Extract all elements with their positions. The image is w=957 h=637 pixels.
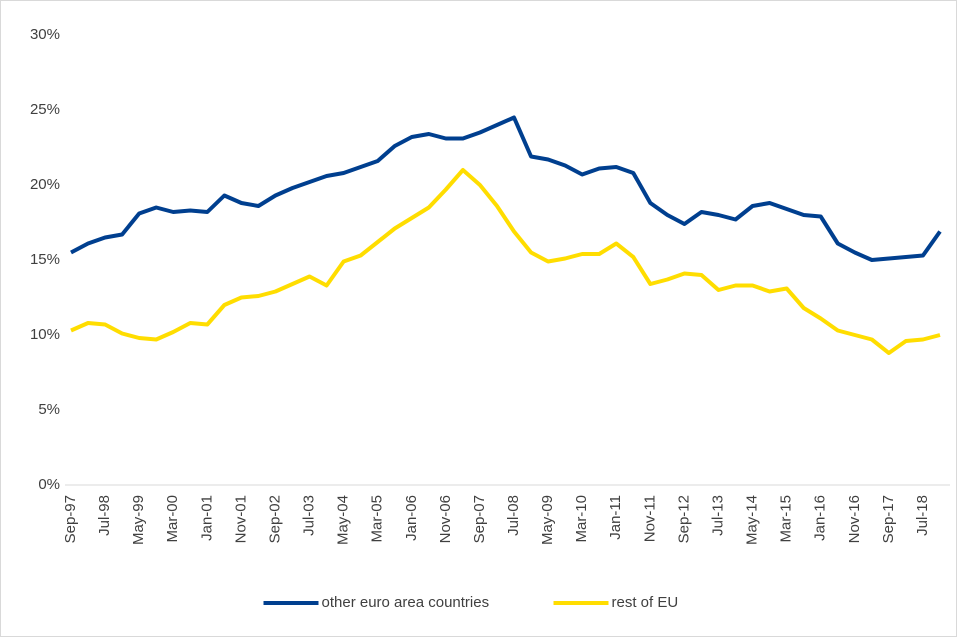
x-tick-label: Mar-10 — [573, 495, 590, 543]
y-tick-label: 25% — [30, 101, 60, 118]
x-tick-label: Sep-02 — [266, 495, 283, 543]
x-tick-label: Sep-12 — [675, 495, 692, 543]
y-tick-label: 0% — [38, 476, 60, 493]
x-tick-label: Mar-15 — [778, 495, 795, 543]
x-tick-label: Jul-18 — [914, 495, 931, 536]
x-tick-label: Nov-06 — [437, 495, 454, 543]
series-line — [70, 168, 941, 355]
x-tick-label: May-14 — [744, 495, 761, 545]
y-tick-label: 10% — [30, 326, 60, 343]
x-tick-label: Jan-01 — [198, 495, 215, 541]
x-tick-label: May-04 — [335, 495, 352, 545]
legend-label: other euro area countries — [322, 594, 490, 611]
x-tick-label: Jan-06 — [403, 495, 420, 541]
x-tick-label: May-99 — [130, 495, 147, 545]
x-tick-label: Mar-00 — [164, 495, 181, 543]
y-tick-label: 15% — [30, 251, 60, 268]
x-tick-label: Jul-03 — [301, 495, 318, 536]
y-tick-label: 30% — [30, 26, 60, 43]
x-tick-label: Jan-16 — [812, 495, 829, 541]
x-tick-label: Jul-08 — [505, 495, 522, 536]
y-tick-label: 20% — [30, 176, 60, 193]
x-tick-label: Jan-11 — [607, 495, 624, 540]
legend-label: rest of EU — [612, 594, 679, 611]
x-tick-label: Nov-16 — [846, 495, 863, 543]
x-tick-label: Sep-07 — [471, 495, 488, 543]
x-tick-label: May-09 — [539, 495, 556, 545]
series-line — [70, 115, 942, 262]
x-tick-label: Jul-98 — [96, 495, 113, 536]
x-tick-label: Mar-05 — [369, 495, 386, 543]
y-tick-label: 5% — [38, 401, 60, 418]
x-tick-label: Jul-13 — [709, 495, 726, 536]
x-tick-label: Sep-17 — [880, 495, 897, 543]
x-tick-label: Nov-01 — [232, 495, 249, 543]
x-tick-label: Sep-97 — [62, 495, 79, 543]
x-tick-label: Nov-11 — [641, 495, 658, 542]
